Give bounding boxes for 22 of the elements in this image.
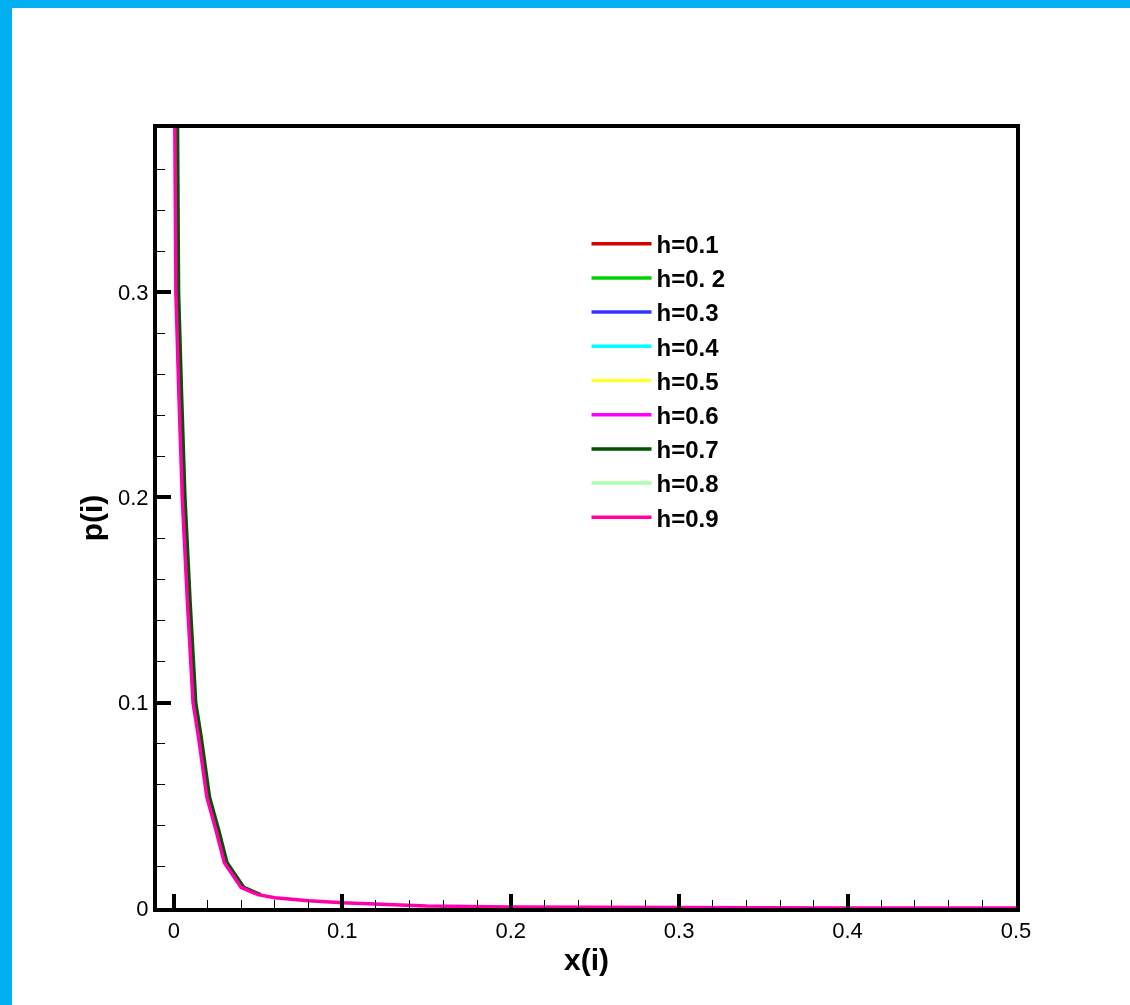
x-tick-label: 0.3 (663, 918, 695, 944)
legend-label: h=0.1 (656, 231, 719, 259)
legend-label: h=0.8 (656, 470, 719, 498)
x-axis-title: x(i) (564, 943, 609, 977)
legend-label: h=0.4 (656, 333, 720, 361)
x-tick-label: 0.2 (495, 918, 527, 944)
x-tick-label: 0.5 (1000, 918, 1032, 944)
legend-label: h=0.6 (656, 402, 719, 430)
legend-label: h=0.3 (656, 299, 719, 327)
x-tick-label: 0.4 (832, 918, 863, 944)
x-tick-label: 0 (167, 918, 180, 944)
y-tick-label: 0 (136, 895, 149, 921)
legend-label: h=0.9 (656, 504, 719, 532)
y-tick-label: 0.3 (118, 279, 149, 305)
x-tick-label: 0.1 (326, 918, 358, 944)
y-axis-title: p(i) (74, 494, 108, 542)
line-series (173, 128, 1016, 908)
legend-label: h=0.7 (656, 436, 719, 464)
y-tick-label: 0.1 (118, 690, 149, 716)
y-tick-label: 0.2 (118, 485, 149, 511)
legend-label: h=0.5 (656, 367, 719, 395)
legend-label: h=0. 2 (656, 265, 726, 293)
